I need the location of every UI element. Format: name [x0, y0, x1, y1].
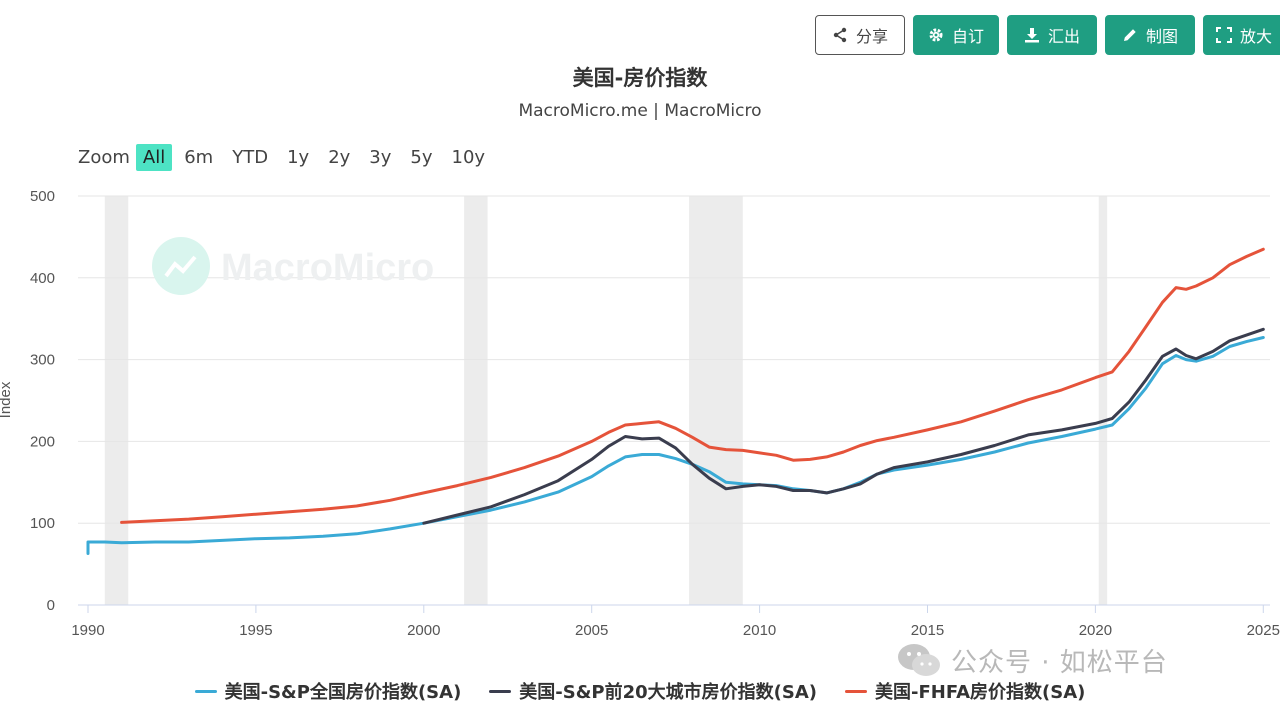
export-button[interactable]: 汇出 [1007, 15, 1097, 55]
legend-item-sp-20-city[interactable]: 美国-S&P前20大城市房价指数(SA) [489, 678, 817, 704]
chart-toolbar: 分享 自订 汇出 制图 放大 [815, 15, 1280, 55]
zoom-6m-button[interactable]: 6m [184, 147, 214, 168]
x-tick-label-2025: 2025 [1247, 622, 1280, 639]
customize-button[interactable]: 自订 [913, 15, 999, 55]
y-tick-label-400: 400 [30, 270, 55, 287]
chart-title: 美国-房价指数 [572, 66, 708, 90]
y-tick-label-200: 200 [30, 433, 55, 450]
share-label: 分享 [855, 27, 888, 46]
gear-icon [928, 27, 944, 43]
macromicro-logo-icon [152, 237, 210, 295]
x-tick-label-2015: 2015 [911, 622, 944, 639]
x-tick-label-1995: 1995 [239, 622, 272, 639]
legend-item-sp-national[interactable]: 美国-S&P全国房价指数(SA) [194, 678, 462, 704]
x-tick-label-2000: 2000 [407, 622, 440, 639]
legend-label: 美国-S&P全国房价指数(SA) [224, 682, 462, 703]
export-label: 汇出 [1047, 27, 1080, 46]
fullscreen-icon [1216, 27, 1232, 43]
wechat-account-text: 公众号 · 如松平台 [951, 647, 1168, 678]
download-icon [1024, 27, 1040, 43]
series-line-0 [86, 336, 1265, 555]
y-tick-label-300: 300 [30, 352, 55, 369]
draw-button[interactable]: 制图 [1105, 15, 1195, 55]
logo-trend-mark [164, 255, 197, 278]
axes: 0 100 200 300 400 500 1990 1995 2000 2005 2010 2015… [30, 188, 1280, 639]
x-tick-label-1990: 1990 [71, 622, 104, 639]
wechat-icon [898, 644, 940, 676]
recession-band-0 [104, 196, 129, 605]
series-lines [86, 247, 1265, 555]
y-tick-label-100: 100 [30, 515, 55, 532]
zoom-ytd-button[interactable]: YTD [232, 147, 269, 168]
x-tick-label-2010: 2010 [743, 622, 776, 639]
y-axis-label: Index [0, 381, 14, 418]
enlarge-label: 放大 [1240, 27, 1273, 46]
y-tick-label-0: 0 [47, 597, 55, 614]
zoom-2y-button[interactable]: 2y [328, 147, 351, 168]
series-line-1 [422, 327, 1265, 525]
zoom-10y-button[interactable]: 10y [451, 147, 486, 168]
share-button[interactable]: 分享 [815, 15, 905, 55]
zoom-3y-button[interactable]: 3y [369, 147, 392, 168]
zoom-selector: Zoom All 6m YTD 1y 2y 3y 5y 10y [78, 144, 497, 171]
legend-swatch [489, 689, 512, 693]
customize-label: 自订 [951, 27, 984, 46]
chart-legend: 美国-S&P全国房价指数(SA) 美国-S&P前20大城市房价指数(SA) 美国… [0, 678, 1280, 704]
pencil-icon [1122, 27, 1138, 43]
legend-item-fhfa[interactable]: 美国-FHFA房价指数(SA) [845, 678, 1085, 704]
legend-swatch [194, 689, 217, 693]
y-tick-label-500: 500 [30, 188, 55, 205]
share-icon [832, 27, 848, 43]
gridlines [78, 195, 1270, 524]
zoom-all-button[interactable]: All [135, 144, 173, 171]
zoom-1y-button[interactable]: 1y [287, 147, 310, 168]
macromicro-watermark: MacroMicro [152, 237, 434, 295]
chart-subtitle: MacroMicro.me | MacroMicro [518, 101, 762, 121]
watermark-brand-text: MacroMicro [221, 247, 434, 289]
series-line-2 [120, 247, 1265, 524]
x-tick-label-2020: 2020 [1079, 622, 1112, 639]
wechat-watermark: 公众号 · 如松平台 [897, 640, 1168, 680]
recession-band-1 [464, 196, 488, 605]
zoom-label: Zoom [78, 147, 130, 168]
enlarge-button[interactable]: 放大 [1203, 15, 1280, 55]
recession-band-2 [689, 196, 743, 605]
recession-bands [104, 196, 1108, 605]
zoom-5y-button[interactable]: 5y [410, 147, 433, 168]
legend-label: 美国-FHFA房价指数(SA) [875, 682, 1086, 703]
recession-band-3 [1098, 196, 1108, 605]
draw-label: 制图 [1145, 27, 1178, 46]
x-tick-label-2005: 2005 [575, 622, 608, 639]
legend-label: 美国-S&P前20大城市房价指数(SA) [519, 682, 818, 703]
legend-swatch [845, 689, 868, 693]
